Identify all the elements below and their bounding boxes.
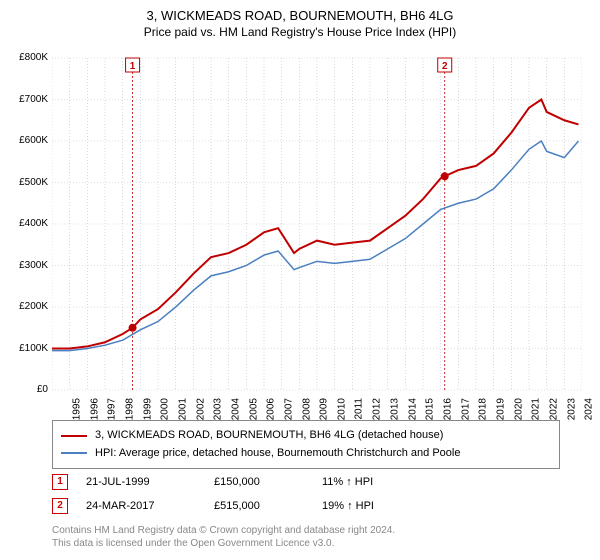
x-tick-label: 2009 xyxy=(319,398,330,420)
sale-pct: 19% ↑ HPI xyxy=(322,500,422,512)
y-tick-label: £500K xyxy=(4,177,48,188)
y-tick-label: £400K xyxy=(4,218,48,229)
y-tick-label: £0 xyxy=(4,384,48,395)
title-main: 3, WICKMEADS ROAD, BOURNEMOUTH, BH6 4LG xyxy=(0,8,600,23)
x-tick-label: 2001 xyxy=(177,398,188,420)
y-tick-label: £700K xyxy=(4,94,48,105)
x-tick-label: 1995 xyxy=(71,398,82,420)
x-tick-label: 2017 xyxy=(460,398,471,420)
x-tick-label: 2023 xyxy=(566,398,577,420)
x-tick-label: 1997 xyxy=(107,398,118,420)
title-block: 3, WICKMEADS ROAD, BOURNEMOUTH, BH6 4LG … xyxy=(0,0,600,39)
x-tick-label: 2002 xyxy=(195,398,206,420)
x-tick-label: 2006 xyxy=(266,398,277,420)
x-tick-label: 2018 xyxy=(478,398,489,420)
sale-price: £515,000 xyxy=(214,500,304,512)
chart-container: 3, WICKMEADS ROAD, BOURNEMOUTH, BH6 4LG … xyxy=(0,0,600,560)
footer-line1: Contains HM Land Registry data © Crown c… xyxy=(52,524,395,537)
x-tick-label: 2014 xyxy=(407,398,418,420)
x-tick-label: 1999 xyxy=(142,398,153,420)
x-tick-label: 2007 xyxy=(283,398,294,420)
x-tick-label: 2019 xyxy=(495,398,506,420)
legend-label-property: 3, WICKMEADS ROAD, BOURNEMOUTH, BH6 4LG … xyxy=(95,427,443,445)
sale-date: 21-JUL-1999 xyxy=(86,476,196,488)
legend-swatch-property xyxy=(61,435,87,437)
legend-swatch-hpi xyxy=(61,452,87,454)
legend-box: 3, WICKMEADS ROAD, BOURNEMOUTH, BH6 4LG … xyxy=(52,420,560,469)
x-tick-label: 1996 xyxy=(89,398,100,420)
x-tick-label: 2008 xyxy=(301,398,312,420)
footer-line2: This data is licensed under the Open Gov… xyxy=(52,537,395,550)
legend-row-property: 3, WICKMEADS ROAD, BOURNEMOUTH, BH6 4LG … xyxy=(61,427,551,445)
marker-box-2: 2 xyxy=(52,498,68,514)
x-tick-label: 2013 xyxy=(389,398,400,420)
chart-svg: 12 xyxy=(52,54,582,394)
marker-box-1: 1 xyxy=(52,474,68,490)
legend-row-hpi: HPI: Average price, detached house, Bour… xyxy=(61,445,551,463)
footer: Contains HM Land Registry data © Crown c… xyxy=(52,524,395,550)
sale-date: 24-MAR-2017 xyxy=(86,500,196,512)
sale-pct: 11% ↑ HPI xyxy=(322,476,422,488)
y-tick-label: £800K xyxy=(4,52,48,63)
legend-label-hpi: HPI: Average price, detached house, Bour… xyxy=(95,445,460,463)
x-tick-label: 2011 xyxy=(353,398,364,420)
table-row: 1 21-JUL-1999 £150,000 11% ↑ HPI xyxy=(52,470,542,494)
table-row: 2 24-MAR-2017 £515,000 19% ↑ HPI xyxy=(52,494,542,518)
x-tick-label: 2021 xyxy=(531,398,542,420)
x-tick-label: 2004 xyxy=(230,398,241,420)
chart-area: 12 xyxy=(52,54,582,394)
x-tick-label: 2016 xyxy=(442,398,453,420)
svg-text:1: 1 xyxy=(130,61,136,72)
y-tick-label: £300K xyxy=(4,260,48,271)
x-tick-label: 2012 xyxy=(372,398,383,420)
sale-price: £150,000 xyxy=(214,476,304,488)
svg-text:2: 2 xyxy=(442,61,448,72)
x-tick-label: 2015 xyxy=(425,398,436,420)
x-tick-label: 2005 xyxy=(248,398,259,420)
y-tick-label: £200K xyxy=(4,301,48,312)
sales-table: 1 21-JUL-1999 £150,000 11% ↑ HPI 2 24-MA… xyxy=(52,470,542,518)
x-tick-label: 2020 xyxy=(513,398,524,420)
x-tick-label: 2022 xyxy=(548,398,559,420)
x-tick-label: 2024 xyxy=(584,398,595,420)
x-tick-label: 2000 xyxy=(160,398,171,420)
x-tick-label: 2003 xyxy=(213,398,224,420)
x-tick-label: 2010 xyxy=(336,398,347,420)
x-tick-label: 1998 xyxy=(124,398,135,420)
y-tick-label: £100K xyxy=(4,343,48,354)
y-tick-label: £600K xyxy=(4,135,48,146)
title-sub: Price paid vs. HM Land Registry's House … xyxy=(0,25,600,39)
